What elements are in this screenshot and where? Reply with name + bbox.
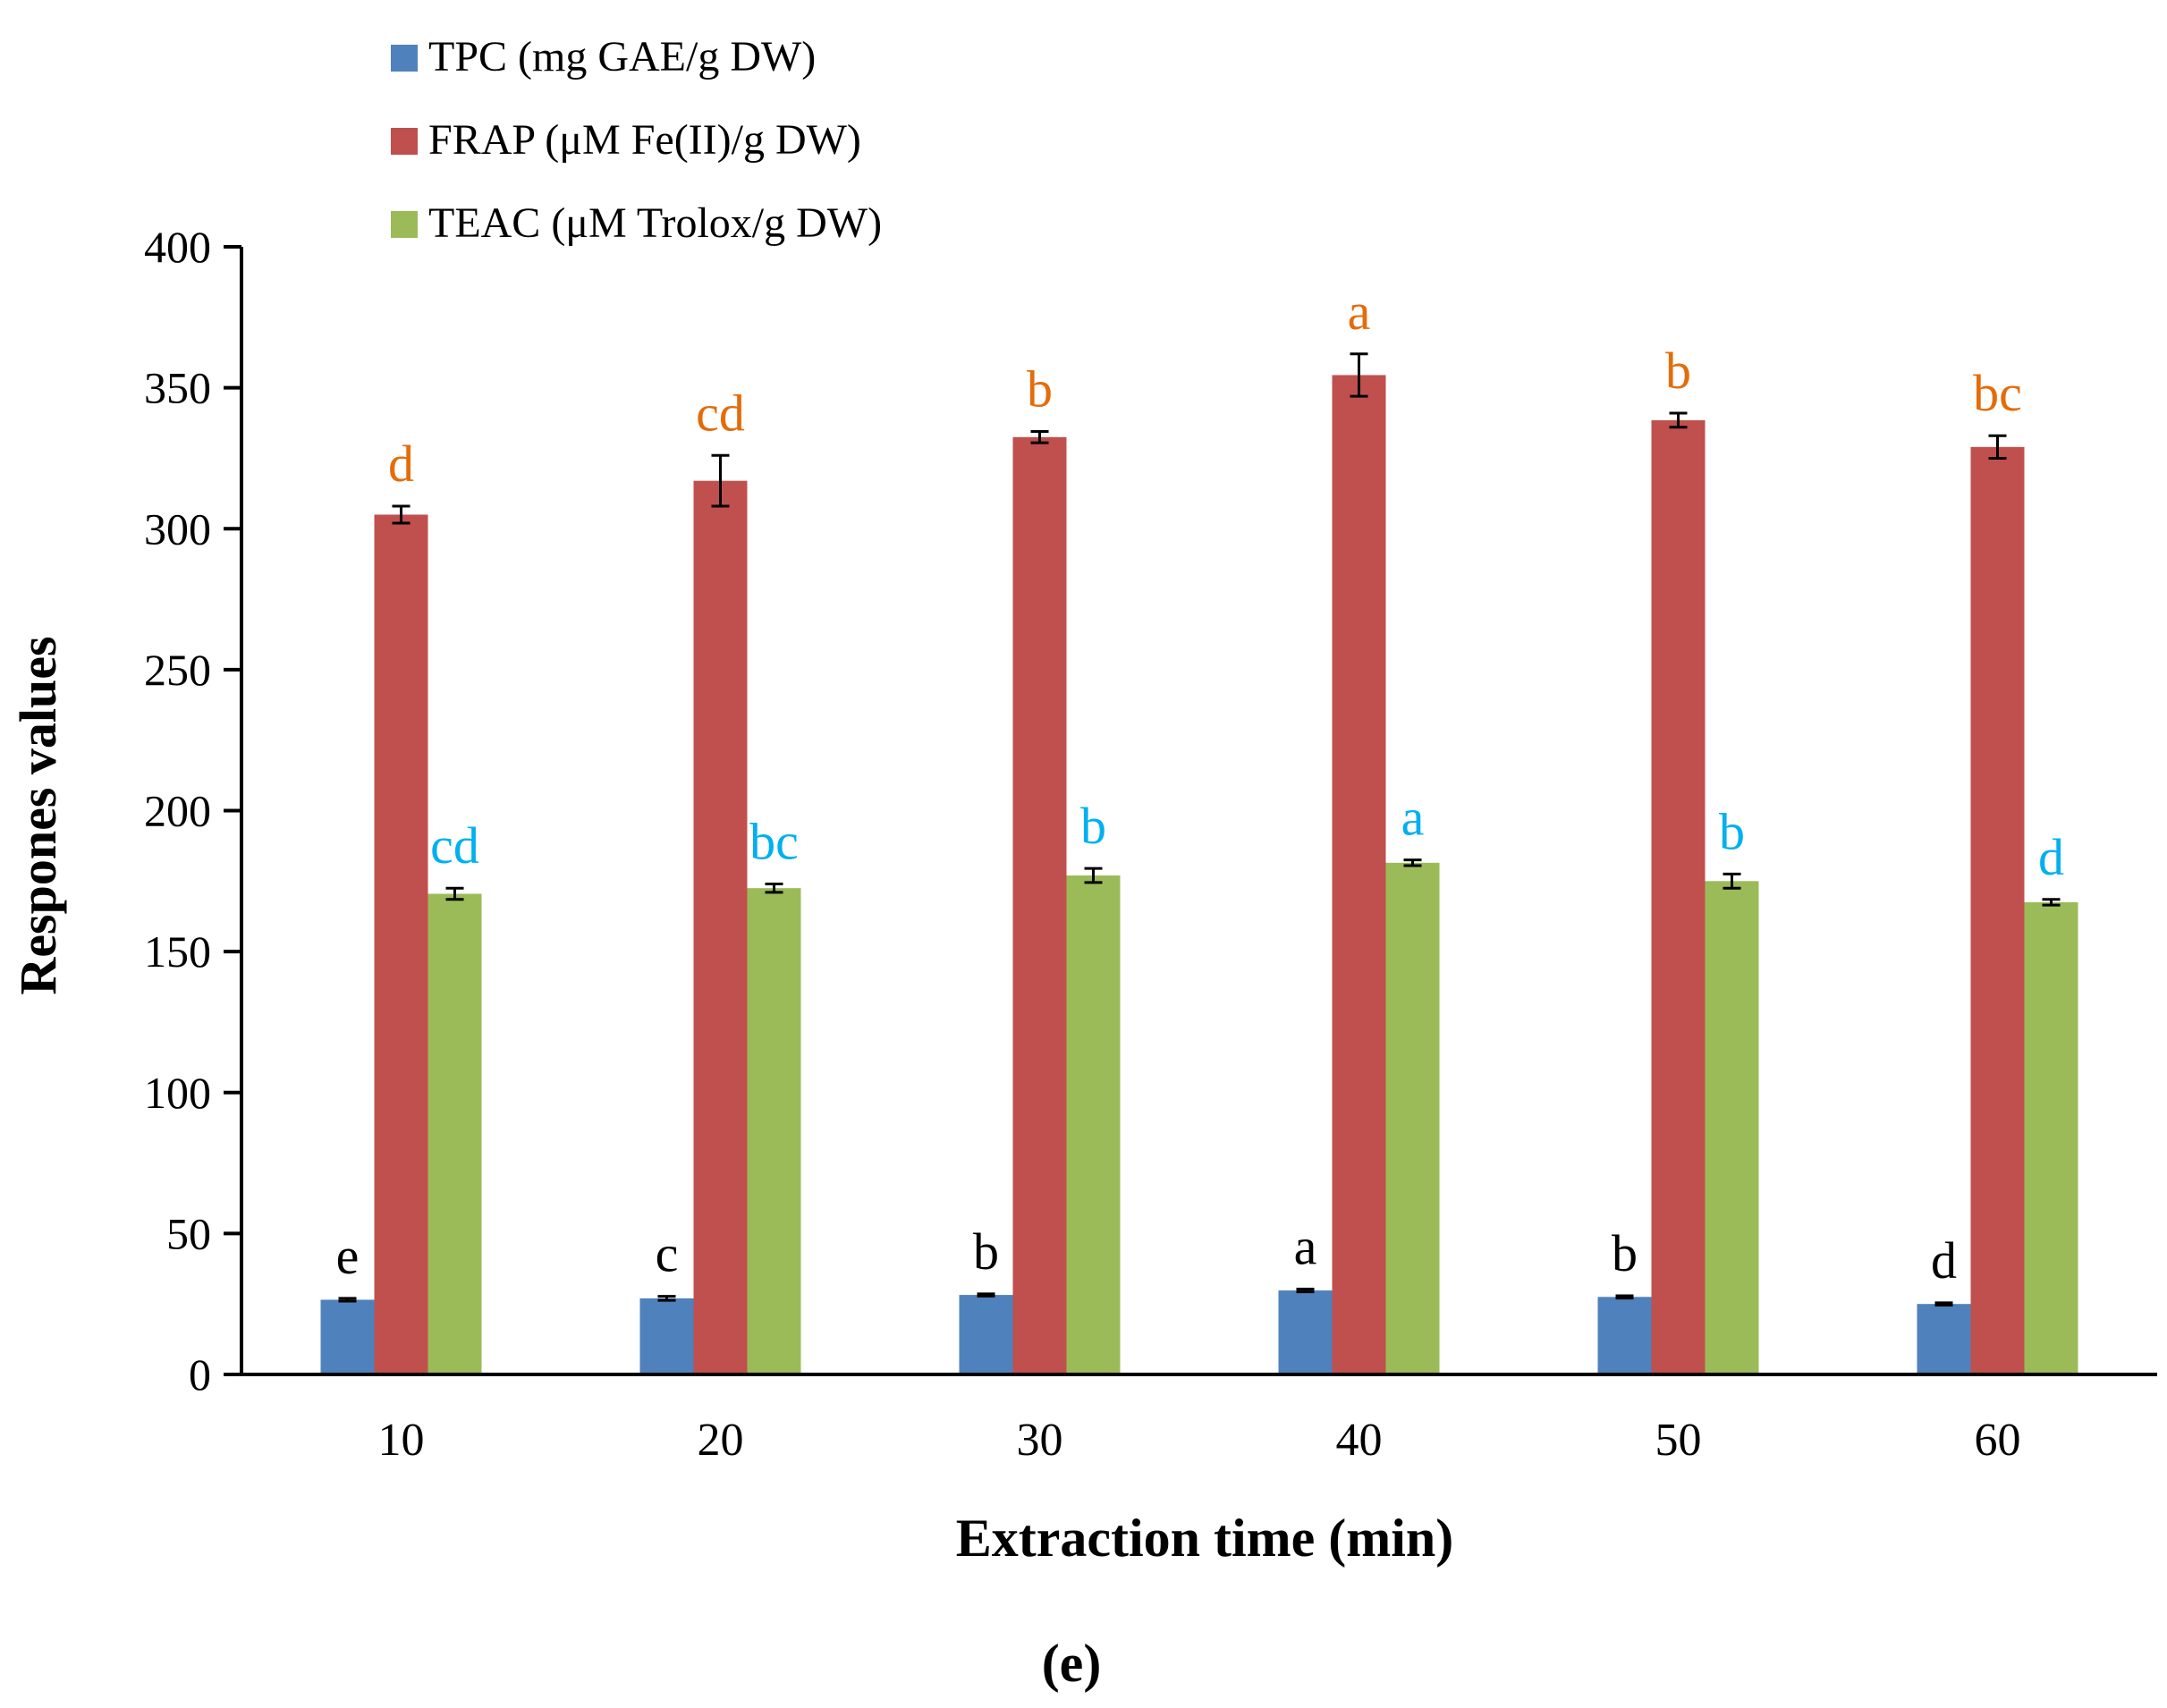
bar [320,1299,375,1374]
significance-letter: c [656,1225,679,1283]
bar [1278,1290,1333,1374]
significance-letter: a [1401,789,1425,847]
bar [1066,875,1121,1374]
x-axis: 10 20 30 40 50 60 [241,1373,2157,1466]
bar [427,893,482,1374]
bar [1917,1304,1971,1374]
significance-letter: b [1612,1224,1638,1282]
legend-swatch [391,128,418,155]
y-tick-label: 0 [189,1349,211,1399]
significance-letter: b [1027,359,1053,418]
significance-letter: b [973,1222,999,1281]
x-tick-label: 60 [1975,1415,2021,1466]
legend: TPC (mg GAE/g DW) FRAP (μM Fe(II)/g DW) TE… [391,33,882,247]
legend-entry: TEAC (μM Trolox/g DW) [428,199,882,247]
x-axis-label: Extraction time (min) [956,1509,1454,1568]
significance-letter: bc [1973,364,2022,422]
significance-letter: bc [749,812,799,870]
bar [1651,419,1706,1374]
bar [1012,436,1067,1375]
bar [1332,375,1386,1375]
bar [1385,862,1440,1374]
legend-entry: FRAP (μM Fe(II)/g DW) [428,116,861,164]
y-tick-label: 150 [144,926,211,977]
significance-letter: cd [696,384,745,442]
bar [959,1295,1013,1374]
y-tick-label: 350 [144,363,211,413]
significance-letter: a [1294,1217,1317,1275]
significance-letter: d [388,435,414,493]
significance-letter: b [1080,797,1106,855]
bar [1970,446,2025,1374]
legend-swatch [391,211,418,238]
significance-letter: cd [430,816,479,875]
y-tick-label: 50 [166,1208,211,1258]
significance-letter: b [1719,802,1745,860]
y-tick-label: 250 [144,645,211,695]
bar [639,1298,694,1374]
y-tick-label: 300 [144,503,211,554]
bar [693,480,748,1374]
bar [2024,901,2078,1374]
y-tick-label: 100 [144,1068,211,1118]
x-tick-label: 30 [1017,1415,1063,1466]
x-tick-label: 50 [1655,1415,1702,1466]
legend-swatch [391,45,418,72]
bars: e c b a b d d cd b a b bc cd bc b a b d [320,283,2078,1375]
bar [747,888,801,1374]
x-tick-label: 20 [698,1415,744,1466]
x-tick-label: 40 [1336,1415,1383,1466]
bar [374,514,428,1374]
legend-entry: TPC (mg GAE/g DW) [428,33,816,80]
significance-letter: d [1931,1231,1957,1289]
significance-letter: e [336,1227,360,1285]
significance-letter: d [2038,828,2064,886]
panel-label: (e) [1042,1634,1102,1693]
significance-letter: a [1348,283,1371,341]
bar [1705,881,1759,1374]
y-axis: 0 50 100 150 200 250 300 350 400 [144,222,243,1399]
bar [1597,1297,1652,1374]
x-tick-label: 10 [378,1415,425,1466]
y-tick-label: 400 [144,222,211,272]
significance-letter: b [1665,342,1691,400]
y-axis-label: Respones values [9,636,67,994]
y-tick-label: 200 [144,786,211,836]
